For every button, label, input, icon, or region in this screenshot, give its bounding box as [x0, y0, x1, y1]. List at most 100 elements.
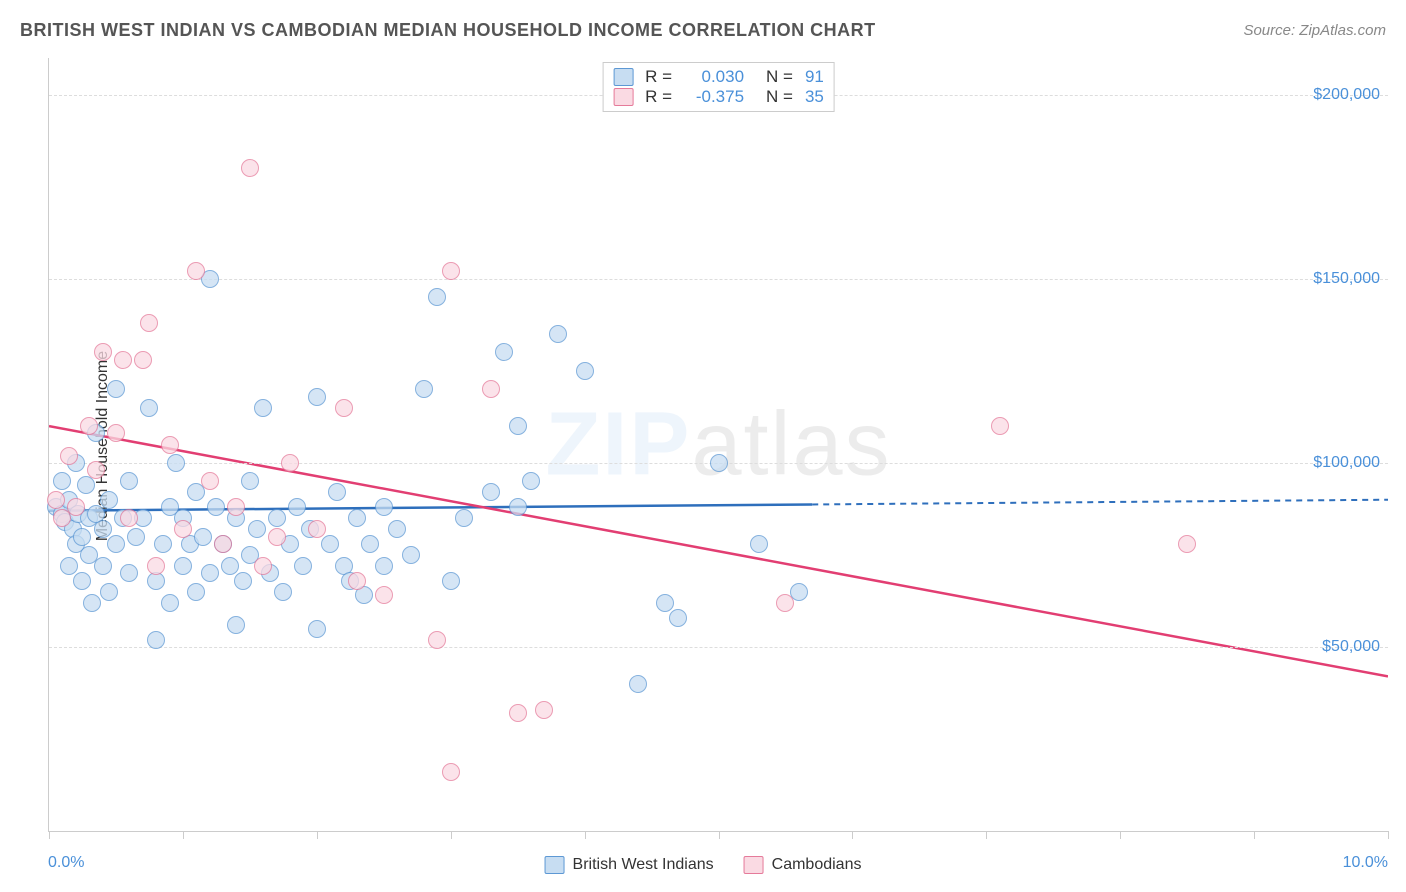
legend-swatch-camb — [744, 856, 764, 874]
scatter-point-bwi — [107, 535, 125, 553]
r-value: 0.030 — [684, 67, 744, 87]
scatter-point-bwi — [227, 616, 245, 634]
x-tick — [49, 831, 50, 839]
scatter-point-camb — [47, 491, 65, 509]
scatter-point-bwi — [221, 557, 239, 575]
scatter-point-camb — [991, 417, 1009, 435]
x-axis-min-label: 0.0% — [48, 854, 84, 872]
legend-label: Cambodians — [772, 856, 862, 874]
x-tick — [986, 831, 987, 839]
scatter-point-bwi — [194, 528, 212, 546]
trend-line-dashed-bwi — [812, 500, 1388, 505]
scatter-point-camb — [120, 509, 138, 527]
scatter-point-bwi — [248, 520, 266, 538]
scatter-point-camb — [482, 380, 500, 398]
scatter-point-bwi — [147, 631, 165, 649]
scatter-point-bwi — [750, 535, 768, 553]
scatter-point-camb — [308, 520, 326, 538]
scatter-point-bwi — [442, 572, 460, 590]
scatter-point-camb — [241, 159, 259, 177]
correlation-legend-row-camb: R = -0.375 N = 35 — [613, 87, 824, 107]
scatter-point-camb — [535, 701, 553, 719]
scatter-point-camb — [281, 454, 299, 472]
series-legend: British West Indians Cambodians — [545, 856, 862, 874]
scatter-point-bwi — [522, 472, 540, 490]
scatter-point-bwi — [402, 546, 420, 564]
y-tick-label: $150,000 — [1313, 270, 1380, 288]
scatter-point-bwi — [73, 572, 91, 590]
scatter-point-bwi — [161, 594, 179, 612]
scatter-point-camb — [140, 314, 158, 332]
scatter-point-bwi — [187, 583, 205, 601]
scatter-point-camb — [776, 594, 794, 612]
scatter-point-bwi — [509, 498, 527, 516]
scatter-point-bwi — [308, 620, 326, 638]
scatter-point-bwi — [83, 594, 101, 612]
x-axis-max-label: 10.0% — [1343, 854, 1388, 872]
scatter-point-bwi — [656, 594, 674, 612]
scatter-point-bwi — [428, 288, 446, 306]
scatter-point-camb — [114, 351, 132, 369]
scatter-point-bwi — [328, 483, 346, 501]
x-tick — [852, 831, 853, 839]
scatter-point-bwi — [94, 557, 112, 575]
legend-item-camb: Cambodians — [744, 856, 862, 874]
y-tick-label: $100,000 — [1313, 454, 1380, 472]
scatter-point-camb — [161, 436, 179, 454]
grid-line — [49, 279, 1388, 280]
legend-swatch-camb — [613, 88, 633, 106]
scatter-point-bwi — [348, 509, 366, 527]
scatter-point-bwi — [140, 399, 158, 417]
scatter-point-bwi — [288, 498, 306, 516]
correlation-legend: R = 0.030 N = 91 R = -0.375 N = 35 — [602, 62, 835, 112]
scatter-point-camb — [442, 262, 460, 280]
r-value: -0.375 — [684, 87, 744, 107]
n-label: N = — [766, 67, 793, 87]
x-tick — [183, 831, 184, 839]
scatter-point-bwi — [120, 472, 138, 490]
scatter-point-bwi — [710, 454, 728, 472]
scatter-point-bwi — [576, 362, 594, 380]
legend-label: British West Indians — [573, 856, 714, 874]
scatter-point-bwi — [254, 399, 272, 417]
scatter-point-bwi — [174, 557, 192, 575]
scatter-point-bwi — [60, 557, 78, 575]
scatter-point-camb — [60, 447, 78, 465]
scatter-point-bwi — [321, 535, 339, 553]
scatter-point-camb — [227, 498, 245, 516]
scatter-point-bwi — [308, 388, 326, 406]
scatter-point-bwi — [120, 564, 138, 582]
scatter-point-bwi — [361, 535, 379, 553]
scatter-point-camb — [442, 763, 460, 781]
scatter-point-camb — [214, 535, 232, 553]
scatter-point-bwi — [127, 528, 145, 546]
scatter-point-bwi — [100, 583, 118, 601]
scatter-point-bwi — [241, 472, 259, 490]
scatter-point-bwi — [167, 454, 185, 472]
x-tick — [1254, 831, 1255, 839]
r-label: R = — [645, 67, 672, 87]
scatter-point-camb — [67, 498, 85, 516]
x-tick — [1120, 831, 1121, 839]
legend-swatch-bwi — [545, 856, 565, 874]
scatter-point-bwi — [53, 472, 71, 490]
scatter-point-bwi — [375, 557, 393, 575]
scatter-point-bwi — [375, 498, 393, 516]
scatter-point-bwi — [509, 417, 527, 435]
x-tick — [451, 831, 452, 839]
n-value: 91 — [805, 67, 824, 87]
scatter-point-bwi — [234, 572, 252, 590]
scatter-point-camb — [335, 399, 353, 417]
scatter-point-bwi — [549, 325, 567, 343]
correlation-legend-row-bwi: R = 0.030 N = 91 — [613, 67, 824, 87]
scatter-point-bwi — [100, 491, 118, 509]
scatter-point-bwi — [207, 498, 225, 516]
scatter-point-bwi — [482, 483, 500, 501]
scatter-point-bwi — [274, 583, 292, 601]
legend-swatch-bwi — [613, 68, 633, 86]
chart-title: BRITISH WEST INDIAN VS CAMBODIAN MEDIAN … — [20, 20, 876, 41]
scatter-point-camb — [80, 417, 98, 435]
scatter-point-camb — [254, 557, 272, 575]
scatter-point-bwi — [154, 535, 172, 553]
scatter-point-camb — [428, 631, 446, 649]
